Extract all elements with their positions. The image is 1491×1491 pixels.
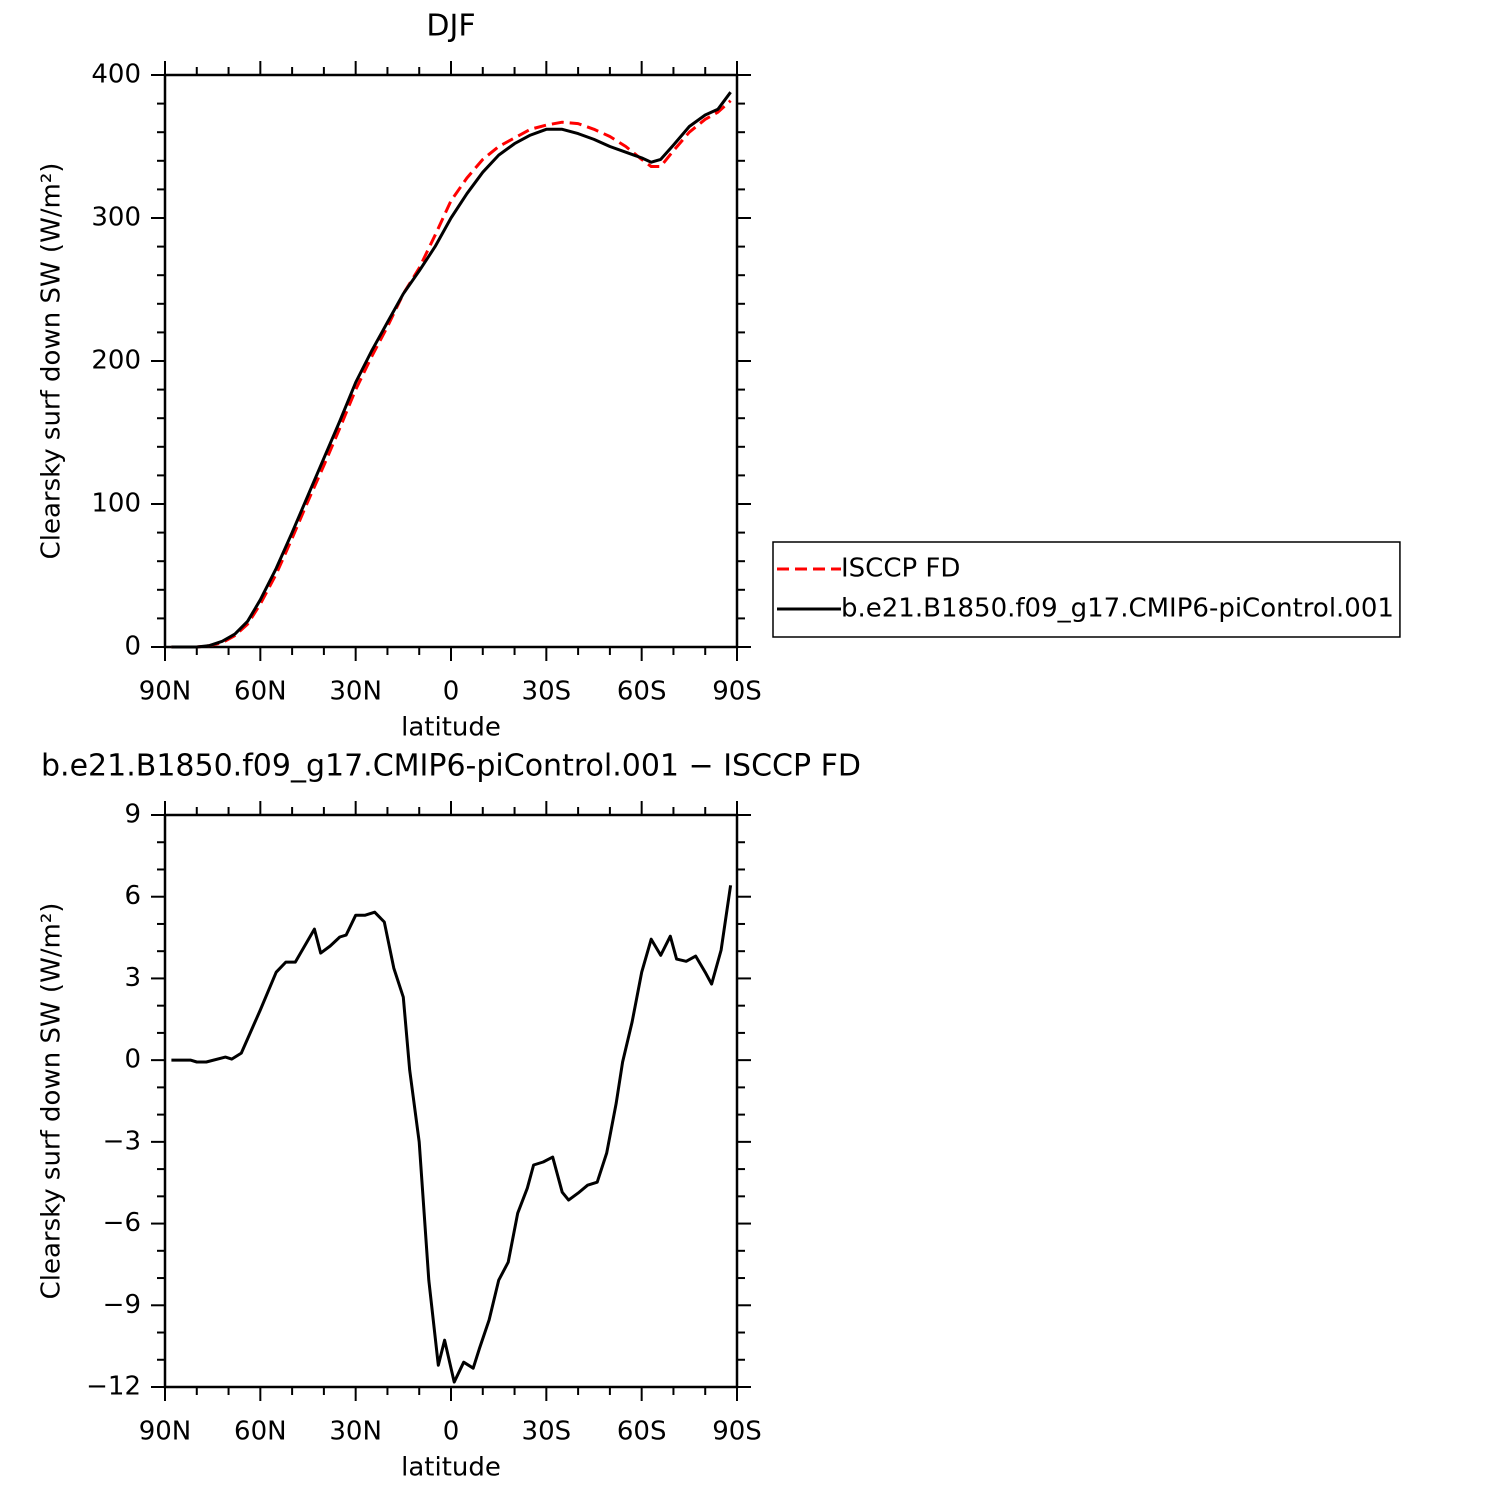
- y-tick-label: 100: [91, 489, 141, 519]
- x-tick-label: 0: [443, 1417, 460, 1447]
- legend-label: ISCCP FD: [841, 554, 960, 584]
- y-tick-label: −9: [103, 1290, 141, 1320]
- x-tick-label: 30N: [329, 677, 382, 707]
- plot-frame: [163, 73, 739, 649]
- plot-frame: [163, 813, 739, 1389]
- data-line: [171, 99, 732, 649]
- x-axis-title: latitude: [401, 1453, 501, 1483]
- x-tick-label: 90N: [139, 1417, 192, 1447]
- x-axis-title: latitude: [401, 713, 501, 743]
- x-tick-label: 90S: [712, 677, 762, 707]
- y-tick-label: −6: [103, 1208, 141, 1238]
- y-tick-label: 400: [91, 60, 141, 90]
- y-axis-title: Clearsky surf down SW (W/m²): [37, 163, 67, 560]
- y-tick-label: 0: [124, 632, 141, 662]
- x-tick-label: 60N: [234, 677, 287, 707]
- y-tick-label: 200: [91, 346, 141, 376]
- y-axis-title: Clearsky surf down SW (W/m²): [37, 903, 67, 1300]
- legend: ISCCP FD b.e21.B1850.f09_g17.CMIP6-piCont…: [772, 541, 1401, 638]
- y-tick-label: −3: [103, 1126, 141, 1156]
- x-tick-label: 60N: [234, 1417, 287, 1447]
- x-tick-label: 30S: [522, 1417, 572, 1447]
- legend-label: b.e21.B1850.f09_g17.CMIP6-piControl.001: [841, 594, 1394, 624]
- y-tick-label: 9: [124, 800, 141, 830]
- x-tick-label: 60S: [617, 1417, 667, 1447]
- chart-title: DJF: [426, 9, 475, 44]
- chart-title: b.e21.B1850.f09_g17.CMIP6-piControl.001 …: [41, 749, 861, 784]
- data-line: [171, 885, 733, 1384]
- y-tick-label: 300: [91, 203, 141, 233]
- data-line: [171, 91, 732, 649]
- x-tick-label: 30S: [522, 677, 572, 707]
- y-tick-label: 6: [124, 881, 141, 911]
- x-tick-label: 90N: [139, 677, 192, 707]
- x-tick-label: 30N: [329, 1417, 382, 1447]
- x-tick-label: 0: [443, 677, 460, 707]
- legend-frame: [772, 541, 1401, 638]
- y-tick-label: 0: [124, 1045, 141, 1075]
- x-tick-label: 90S: [712, 1417, 762, 1447]
- y-tick-label: 3: [124, 963, 141, 993]
- x-tick-label: 60S: [617, 677, 667, 707]
- y-tick-label: −12: [86, 1372, 141, 1402]
